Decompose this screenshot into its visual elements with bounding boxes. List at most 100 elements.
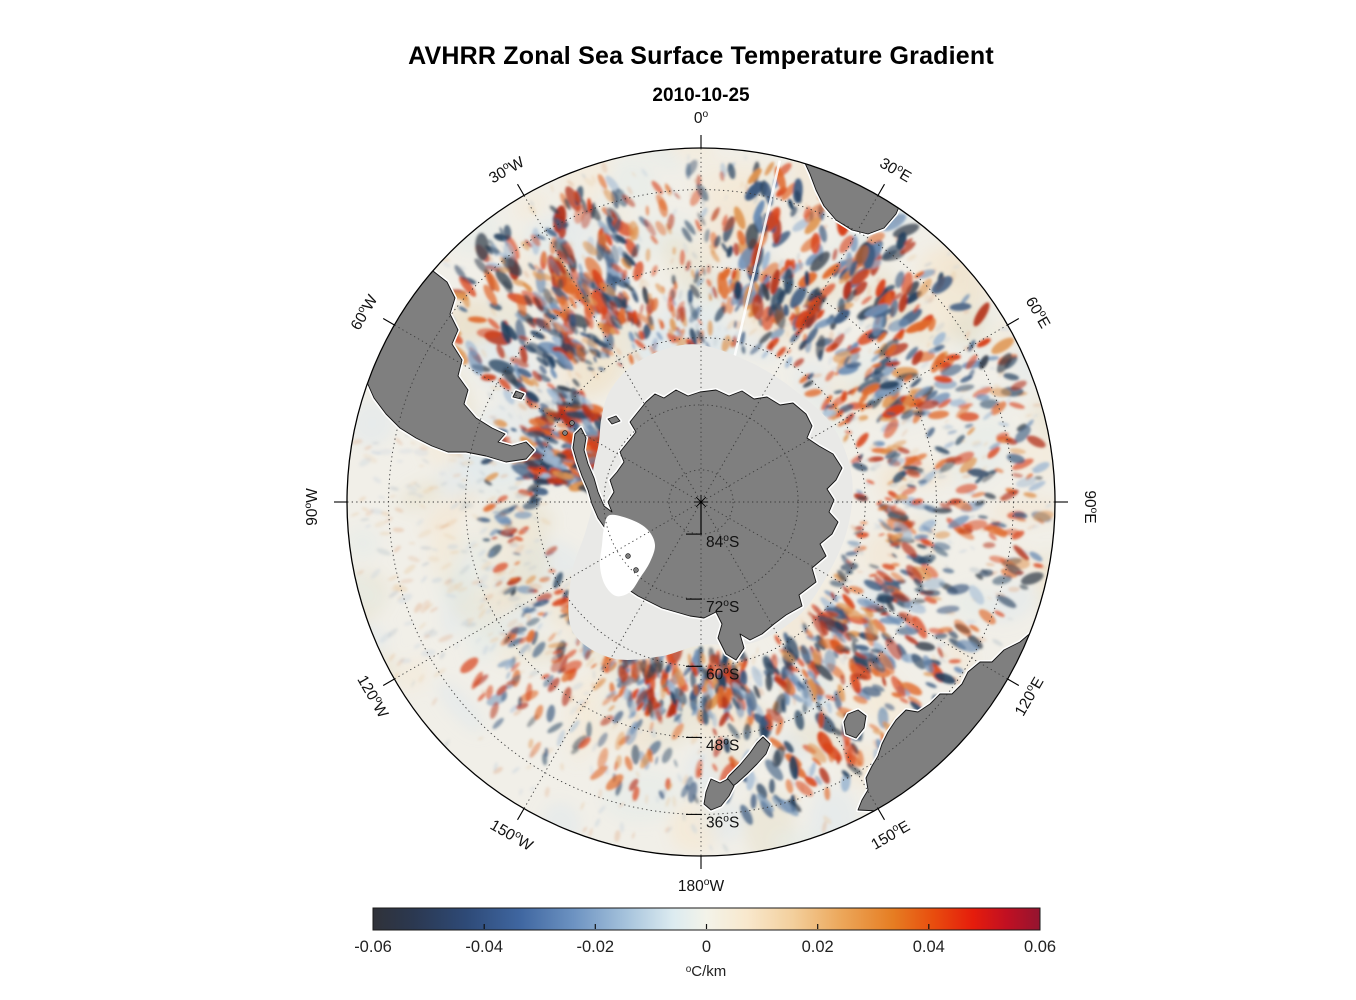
eddy-blob xyxy=(930,545,948,557)
longitude-tick xyxy=(1007,678,1020,686)
eddy-blob xyxy=(514,511,532,519)
eddy-blob xyxy=(846,763,863,776)
eddy-blob xyxy=(913,304,920,313)
eddy-blob xyxy=(953,666,964,674)
eddy-blob xyxy=(479,527,488,534)
eddy-blob xyxy=(977,515,988,519)
eddy-blob xyxy=(924,589,941,597)
eddy-blob xyxy=(946,584,970,595)
eddy-blob xyxy=(394,507,404,513)
eddy-blob xyxy=(978,609,996,625)
eddy-blob xyxy=(785,779,794,794)
eddy-blob xyxy=(420,546,432,550)
eddy-blob xyxy=(748,675,752,681)
eddy-blob xyxy=(565,410,590,420)
eddy-blob xyxy=(1011,530,1025,540)
eddy-blob xyxy=(1015,570,1024,575)
eddy-blob xyxy=(696,666,702,676)
eddy-blob xyxy=(485,608,492,614)
eddy-blob xyxy=(914,271,925,279)
eddy-blob xyxy=(833,389,844,394)
eddy-blob xyxy=(448,458,458,462)
eddy-blob xyxy=(680,306,686,323)
eddy-blob xyxy=(808,292,822,302)
eddy-blob xyxy=(1025,419,1034,428)
eddy-blob xyxy=(783,268,794,295)
eddy-blob xyxy=(515,489,530,499)
eddy-blob xyxy=(911,556,933,565)
longitude-label-30e: 30oE xyxy=(877,154,915,186)
eddy-blob xyxy=(546,388,563,404)
eddy-blob xyxy=(937,646,944,658)
eddy-blob xyxy=(429,607,439,613)
eddy-blob xyxy=(880,612,887,616)
eddy-blob xyxy=(887,503,893,507)
eddy-blob xyxy=(508,568,516,575)
eddy-blob xyxy=(854,644,870,651)
eddy-blob xyxy=(690,306,699,321)
eddy-blob xyxy=(633,261,644,281)
eddy-blob xyxy=(505,234,520,260)
eddy-blob xyxy=(983,411,993,420)
eddy-blob xyxy=(955,384,975,392)
eddy-blob xyxy=(545,227,558,237)
eddy-blob xyxy=(890,590,911,603)
eddy-blob xyxy=(934,632,948,640)
eddy-blob xyxy=(989,442,1001,450)
eddy-blob xyxy=(583,691,590,696)
eddy-blob xyxy=(574,371,582,379)
eddy-blob xyxy=(774,676,788,690)
eddy-blob xyxy=(696,277,704,287)
eddy-blob xyxy=(906,564,923,584)
eddy-blob xyxy=(519,375,535,387)
eddy-blob xyxy=(873,523,884,530)
longitude-tick xyxy=(382,678,395,686)
eddy-blob xyxy=(837,420,848,427)
eddy-blob xyxy=(733,330,739,339)
eddy-blob xyxy=(930,352,946,373)
eddy-blob xyxy=(602,693,616,706)
eddy-blob xyxy=(842,439,848,445)
eddy-blob xyxy=(800,618,806,627)
eddy-blob xyxy=(498,405,506,411)
eddy-blob xyxy=(451,292,469,301)
eddy-blob xyxy=(496,684,508,696)
eddy-blob xyxy=(509,577,519,582)
eddy-blob xyxy=(766,708,784,724)
eddy-blob xyxy=(649,721,654,732)
eddy-blob xyxy=(964,423,974,429)
eddy-blob xyxy=(454,581,463,591)
eddy-blob xyxy=(833,605,846,614)
eddy-blob xyxy=(887,457,905,467)
eddy-blob xyxy=(909,395,930,408)
longitude-label-150e: 150oE xyxy=(868,817,913,854)
eddy-blob xyxy=(503,389,515,405)
eddy-blob xyxy=(947,630,959,639)
eddy-blob xyxy=(556,385,572,392)
eddy-blob xyxy=(517,623,524,627)
eddy-blob xyxy=(542,611,548,618)
longitude-tick xyxy=(877,183,885,196)
eddy-blob xyxy=(948,659,961,664)
eddy-blob xyxy=(522,500,541,510)
eddy-blob xyxy=(803,206,811,220)
eddy-blob xyxy=(460,478,468,482)
eddy-blob xyxy=(539,365,547,375)
eddy-blob xyxy=(682,812,686,822)
eddy-blob xyxy=(489,642,497,652)
eddy-blob xyxy=(526,629,535,643)
eddy-blob xyxy=(413,493,422,497)
eddy-blob xyxy=(989,555,1006,564)
eddy-blob xyxy=(775,719,784,736)
eddy-blob xyxy=(872,729,884,735)
eddy-blob xyxy=(689,284,701,299)
eddy-blob xyxy=(486,246,493,255)
eddy-blob xyxy=(1026,435,1046,448)
eddy-blob xyxy=(882,404,906,419)
eddy-blob xyxy=(505,658,514,670)
eddy-blob xyxy=(829,580,845,588)
eddy-blob xyxy=(969,567,981,573)
eddy-blob xyxy=(505,671,511,680)
eddy-blob xyxy=(730,687,744,701)
eddy-blob xyxy=(439,652,446,659)
